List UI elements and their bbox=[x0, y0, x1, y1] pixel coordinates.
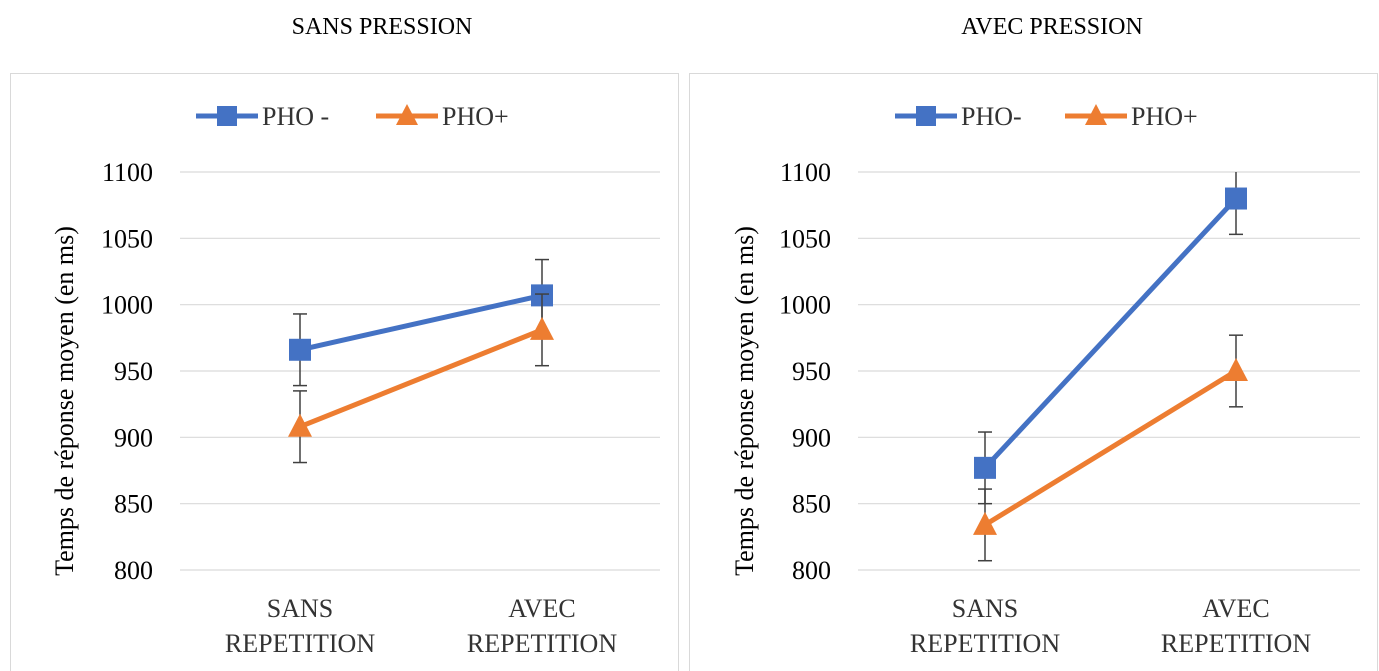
chart-panel-1: 800 850 900 950 1000 1050 1100 Temps de réponse… bbox=[10, 73, 679, 671]
series-line-1 bbox=[982, 196, 1239, 471]
y-tick-label: 1000 bbox=[779, 291, 831, 320]
x-tick-label: SANS REPETITION bbox=[910, 594, 1060, 658]
legend-marker-square bbox=[916, 106, 936, 126]
data-point-square bbox=[1225, 187, 1247, 210]
series-line-2 bbox=[297, 327, 545, 430]
chart-title-right: AVEC PRESSION bbox=[961, 14, 1143, 40]
legend-marker-square bbox=[217, 106, 237, 126]
y-axis-label: Temps de réponse moyen (en ms) bbox=[730, 226, 759, 576]
x-tick-label: AVEC REPETITION bbox=[1161, 594, 1311, 658]
y-tick-label: 900 bbox=[114, 423, 153, 452]
data-point-square bbox=[974, 456, 996, 479]
legend-label: PHO - bbox=[262, 102, 329, 131]
y-tick-label: 950 bbox=[114, 357, 153, 386]
chart-panel-2: 800 850 900 950 1000 1050 1100 Temps de réponse… bbox=[689, 73, 1378, 671]
data-point-triangle bbox=[288, 413, 312, 437]
data-point-triangle bbox=[973, 511, 997, 535]
legend-marker-triangle bbox=[1085, 104, 1107, 125]
legend-label: PHO+ bbox=[1131, 102, 1198, 131]
x-tick-label: AVEC REPETITION bbox=[467, 594, 617, 658]
y-tick-label: 1050 bbox=[101, 224, 153, 253]
chart-border bbox=[10, 73, 679, 671]
data-point-triangle bbox=[530, 316, 554, 340]
data-point-square bbox=[289, 338, 311, 361]
y-tick-label: 1100 bbox=[780, 158, 831, 187]
legend-marker-triangle bbox=[396, 104, 418, 125]
chart-border bbox=[689, 73, 1378, 671]
series-line-2 bbox=[982, 368, 1239, 528]
legend-label: PHO+ bbox=[442, 102, 509, 131]
series-line-1 bbox=[297, 292, 545, 353]
y-tick-label: 800 bbox=[792, 556, 831, 585]
y-axis-label: Temps de réponse moyen (en ms) bbox=[50, 226, 79, 576]
y-tick-label: 950 bbox=[792, 357, 831, 386]
y-tick-label: 1100 bbox=[102, 158, 153, 187]
y-tick-label: 1050 bbox=[779, 224, 831, 253]
data-point-triangle bbox=[1224, 358, 1248, 381]
y-tick-label: 850 bbox=[792, 490, 831, 519]
legend-label: PHO- bbox=[961, 102, 1022, 131]
y-tick-label: 850 bbox=[114, 490, 153, 519]
x-tick-label: SANS REPETITION bbox=[225, 594, 375, 658]
chart-title-left: SANS PRESSION bbox=[291, 14, 473, 40]
y-tick-label: 800 bbox=[114, 556, 153, 585]
y-tick-label: 900 bbox=[792, 423, 831, 452]
y-tick-label: 1000 bbox=[101, 291, 153, 320]
